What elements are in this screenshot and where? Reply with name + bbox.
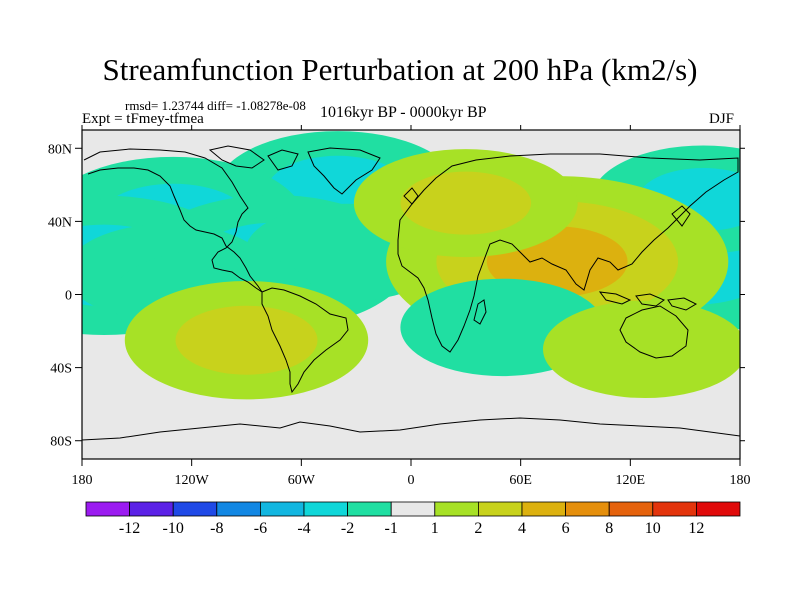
y-tick-label: 80S <box>50 435 72 450</box>
coastline-arctic-islands <box>208 145 299 171</box>
y-tick-label: 40N <box>48 215 72 230</box>
colorbar-label: 6 <box>562 520 570 537</box>
colorbar-swatch <box>390 501 436 517</box>
coastline-japan <box>671 205 691 227</box>
axis-ticks: 180 120W 60W 0 60E 120E 180 80N 40N 0 40S 80S <box>48 125 751 488</box>
coastline-antarctica <box>82 417 740 441</box>
coastline-south-america <box>261 287 349 394</box>
colorbar-swatch <box>521 501 566 517</box>
chart-title: Streamfunction Perturbation at 200 hPa (… <box>102 52 698 87</box>
colorbar-label: -1 <box>385 520 398 537</box>
colorbar-swatch <box>565 501 610 517</box>
colorbar-swatch <box>303 501 348 517</box>
colorbar-label: 8 <box>605 520 613 537</box>
coastline-greenland <box>307 147 381 195</box>
field-south-australia-ridge <box>543 300 740 398</box>
colorbar-label: 12 <box>688 520 704 537</box>
coastline-north-america <box>83 148 263 293</box>
colorbar-swatch <box>129 501 174 517</box>
colorbar-label: -10 <box>163 520 184 537</box>
coastline-british-isles <box>403 187 419 205</box>
x-tick-label: 60E <box>509 473 532 488</box>
season-label: DJF <box>709 111 735 127</box>
colorbar-swatch <box>608 501 654 517</box>
colorbar-swatch <box>259 501 305 517</box>
coastline-madagascar <box>473 299 487 325</box>
coastline-eurasia-africa <box>397 153 739 353</box>
field-eurasian-ridge <box>353 149 578 258</box>
colorbar-label: -6 <box>254 520 267 537</box>
contour-band <box>400 171 532 235</box>
x-tick-label: 120W <box>175 473 210 488</box>
colorbar-label: -4 <box>297 520 310 537</box>
colorbar-swatch <box>434 501 479 517</box>
x-tick-label: 180 <box>730 473 751 488</box>
colorbar-label: 10 <box>645 520 661 537</box>
coastlines <box>82 145 740 441</box>
colorbar-label: 4 <box>518 520 526 537</box>
stats-label: rmsd= 1.23744 diff= -1.08278e-08 <box>125 98 306 113</box>
coastline-maritime-continent <box>598 291 698 311</box>
field-south-american-ridge <box>124 281 369 400</box>
colorbar-swatch <box>85 501 130 517</box>
colorbar-swatch <box>347 501 392 517</box>
period-label: 1016kyr BP - 0000kyr BP <box>320 104 487 121</box>
colorbar-label: -2 <box>341 520 354 537</box>
x-tick-label: 120E <box>616 473 646 488</box>
y-tick-label: 80N <box>48 142 72 157</box>
colorbar-label: 2 <box>474 520 482 537</box>
colorbar-label: 1 <box>431 520 439 537</box>
colorbar-label: -8 <box>210 520 223 537</box>
colorbar-swatch <box>696 501 741 517</box>
colorbar: -12 -10 -8 -6 -4 -2 -1 1 2 4 6 8 10 12 <box>85 501 741 537</box>
y-tick-label: 0 <box>65 289 72 304</box>
colorbar-swatch <box>216 501 261 517</box>
x-tick-label: 180 <box>72 473 93 488</box>
colorbar-label: -12 <box>119 520 140 537</box>
contour-band <box>175 305 318 375</box>
experiment-label: Expt = tFmey-tfmea <box>82 111 204 127</box>
colorbar-swatch <box>172 501 218 517</box>
y-tick-label: 40S <box>50 362 72 377</box>
coastline-australia <box>619 305 689 359</box>
colorbar-swatch <box>477 501 523 517</box>
x-tick-label: 60W <box>288 473 316 488</box>
x-tick-label: 0 <box>408 473 415 488</box>
contour-band <box>543 300 740 398</box>
colorbar-swatch <box>652 501 697 517</box>
